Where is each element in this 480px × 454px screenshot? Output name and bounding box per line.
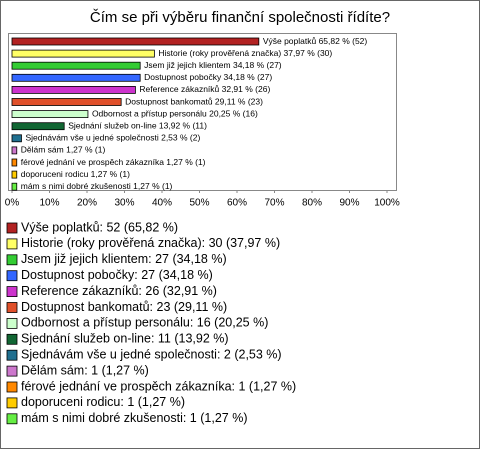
bar-label: Odbornost a přístup personálu 20,25 % (1…: [92, 108, 258, 118]
legend-swatch: [6, 349, 18, 361]
legend-label: Reference zákazníků: 26 (32,91 %): [21, 284, 217, 298]
x-tick-label: 20%: [77, 198, 97, 209]
bar-label: Sjednání služeb on-line 13,92 % (11): [68, 120, 207, 130]
legend-swatch: [6, 413, 18, 425]
bar: [11, 134, 22, 143]
bar: [11, 86, 136, 94]
x-tick-label: 50%: [189, 198, 209, 209]
bar-label: mám s nimi dobré zkušenosti 1,27 % (1): [21, 181, 173, 191]
x-tick-label: 40%: [152, 198, 172, 209]
legend-swatch: [6, 381, 18, 393]
bar: [11, 110, 89, 118]
bar-label: Reference zákazníků 32,91 % (26): [139, 84, 270, 94]
x-tick-label: 70%: [264, 198, 284, 209]
legend-swatch: [6, 317, 18, 329]
legend-label: Historie (roky prověřená značka): 30 (37…: [21, 236, 280, 250]
bar-label: Dělám sám 1,27 % (1): [21, 145, 106, 155]
bar-label: Dostupnost pobočky 34,18 % (27): [144, 72, 272, 82]
legend-label: Dostupnost pobočky: 27 (34,18 %): [21, 268, 213, 282]
bar: [11, 98, 122, 106]
bar: [11, 73, 141, 82]
bar: [11, 158, 18, 167]
legend-label: Výše poplatků: 52 (65,82 %): [21, 220, 178, 234]
plot-area: [8, 33, 397, 191]
bar: [11, 37, 260, 46]
bar-label: férové jednání ve prospěch zákazníka 1,2…: [21, 157, 206, 167]
bar-label: Historie (roky prověřená značka) 37,97 %…: [158, 48, 332, 58]
legend-swatch: [6, 270, 18, 282]
bar-label: Jsem již jejich klientem 34,18 % (27): [144, 60, 282, 70]
bar: [11, 182, 18, 191]
legend-label: mám s nimi dobré zkušenosti: 1 (1,27 %): [21, 411, 247, 425]
chart-title: Čím se při výběru finanční společnosti ř…: [90, 9, 390, 26]
legend-label: Dělám sám: 1 (1,27 %): [21, 363, 149, 377]
x-tick-label: 30%: [114, 198, 134, 209]
legend-label: férové jednání ve prospěch zákazníka: 1 …: [21, 379, 296, 393]
x-tick-label: 80%: [302, 198, 322, 209]
legend-swatch: [6, 365, 18, 377]
legend-label: Sjednávám vše u jedné společnosti: 2 (2,…: [21, 347, 282, 361]
x-tick-label: 90%: [339, 198, 359, 209]
legend-swatch: [6, 333, 18, 345]
x-tick-label: 0%: [5, 198, 20, 209]
legend-label: Sjednání služeb on-line: 11 (13,92 %): [21, 332, 229, 346]
legend-swatch: [6, 222, 18, 234]
legend-label: Jsem již jejich klientem: 27 (34,18 %): [21, 252, 227, 266]
legend-swatch: [6, 238, 18, 250]
x-tick-label: 10%: [39, 198, 59, 209]
legend-swatch: [6, 286, 18, 298]
bar-label: Výše poplatků 65,82 % (52): [263, 36, 368, 46]
bar: [11, 122, 65, 131]
bar: [11, 146, 18, 155]
x-tick-label: 60%: [227, 198, 247, 209]
legend-swatch: [6, 397, 18, 409]
bar: [11, 170, 18, 179]
bar-label: Sjednávám vše u jedné společnosti 2,53 %…: [25, 133, 200, 143]
legend-label: doporuceni rodicu: 1 (1,27 %): [21, 395, 185, 409]
bar-label: Dostupnost bankomatů 29,11 % (23): [125, 96, 263, 106]
bar: [11, 49, 155, 58]
x-tick-label: 100%: [374, 198, 400, 209]
legend-label: Dostupnost bankomatů: 23 (29,11 %): [21, 300, 227, 314]
legend-swatch: [6, 302, 18, 313]
bar: [11, 61, 141, 70]
legend-label: Odbornost a přístup personálu: 16 (20,25…: [21, 316, 268, 330]
legend-swatch: [6, 254, 18, 266]
bar-label: doporuceni rodicu 1,27 % (1): [21, 169, 130, 179]
